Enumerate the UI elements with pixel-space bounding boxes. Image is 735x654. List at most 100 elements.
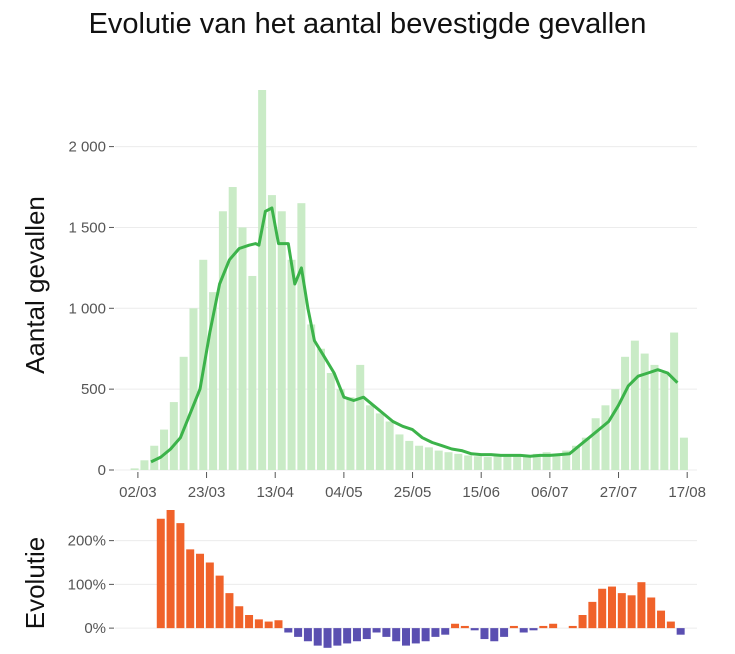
- daily-cases-bar: [140, 460, 149, 470]
- evolutie-positive-bar: [225, 593, 234, 629]
- evolutie-negative-bar: [411, 628, 420, 644]
- x-tick-label: 17/08: [668, 484, 706, 501]
- evolutie-bars: [156, 510, 685, 648]
- evolutie-positive-bar: [166, 510, 175, 629]
- daily-cases-bar: [267, 195, 276, 470]
- main-daily-bars: [130, 90, 688, 471]
- evolutie-positive-bar: [657, 610, 666, 629]
- evolutie-positive-bar: [196, 553, 205, 629]
- daily-cases-bar: [591, 418, 600, 470]
- y-axis-title: Aantal gevallen: [20, 196, 50, 374]
- y-tick-label: 1 000: [68, 300, 106, 317]
- daily-cases-bar: [454, 453, 463, 470]
- evolutie-positive-bar: [254, 619, 263, 629]
- daily-cases-bar: [395, 434, 404, 470]
- daily-cases-bar: [503, 455, 512, 470]
- evolutie-y-tick-label: 0%: [84, 620, 106, 637]
- daily-cases-bar: [307, 324, 316, 470]
- daily-cases-bar: [532, 453, 541, 470]
- evolutie-y-tick-label: 100%: [68, 576, 106, 593]
- evolutie-negative-bar: [382, 628, 391, 637]
- evolutie-negative-bar: [676, 628, 685, 635]
- evolutie-positive-bar: [235, 606, 244, 629]
- evolutie-positive-bar: [666, 621, 675, 629]
- daily-cases-bar: [513, 456, 522, 470]
- daily-cases-bar: [385, 421, 394, 470]
- evolutie-positive-bar: [451, 623, 460, 629]
- main-axis: 0 500 1 000 1 500 2 000 02/03 23/03 13/04 04/05 2…: [68, 139, 706, 501]
- daily-cases-bar: [179, 356, 188, 470]
- evolutie-negative-bar: [431, 628, 440, 637]
- evolutie-negative-bar: [294, 628, 303, 637]
- daily-cases-bar: [444, 452, 453, 470]
- daily-cases-bar: [277, 211, 286, 470]
- daily-cases-bar: [464, 455, 473, 470]
- daily-cases-bar: [434, 450, 443, 470]
- daily-cases-bar: [287, 259, 296, 470]
- evolutie-positive-bar: [205, 562, 214, 629]
- evolutie-positive-bar: [509, 625, 518, 629]
- evolutie-positive-bar: [549, 623, 558, 629]
- daily-cases-bar: [542, 452, 551, 470]
- x-tick-label: 04/05: [325, 484, 363, 501]
- evolutie-negative-bar: [402, 628, 410, 646]
- evolutie-negative-bar: [343, 628, 352, 644]
- daily-cases-bar: [581, 437, 590, 470]
- evolutie-positive-bar: [186, 549, 195, 629]
- daily-cases-bar: [679, 437, 688, 470]
- daily-cases-bar: [326, 372, 335, 470]
- evolutie-positive-bar: [588, 601, 597, 629]
- daily-cases-bar: [336, 389, 345, 470]
- evolutie-negative-bar: [372, 628, 381, 633]
- daily-cases-bar: [356, 364, 365, 470]
- daily-cases-bar: [670, 332, 679, 470]
- x-tick-label: 23/03: [188, 484, 226, 501]
- evolutie-negative-bar: [441, 628, 450, 635]
- evolutie-positive-bar: [215, 575, 224, 629]
- evolutie-negative-bar: [303, 628, 312, 642]
- evolutie-positive-bar: [156, 518, 165, 629]
- evolutie-negative-bar: [529, 628, 538, 631]
- evolutie-positive-bar: [460, 625, 469, 629]
- daily-cases-bar: [169, 402, 178, 470]
- x-tick-label: 02/03: [119, 484, 157, 501]
- x-tick-label: 06/07: [531, 484, 569, 501]
- daily-cases-bar: [405, 440, 414, 470]
- chart-title: Evolutie van het aantal bevestigde geval…: [88, 8, 647, 40]
- x-tick-label: 25/05: [394, 484, 432, 501]
- daily-cases-bar: [640, 353, 649, 470]
- daily-cases-bar: [621, 356, 630, 470]
- evolutie-negative-bar: [480, 628, 489, 640]
- daily-cases-bar: [297, 203, 306, 471]
- daily-cases-bar: [209, 292, 218, 470]
- daily-cases-bar: [258, 90, 267, 470]
- evolutie-positive-bar: [598, 588, 607, 629]
- daily-cases-bar: [228, 187, 237, 470]
- y-tick-label: 0: [98, 462, 106, 479]
- evolutie-positive-bar: [627, 595, 636, 629]
- daily-cases-bar: [424, 447, 433, 470]
- daily-cases-bar: [130, 468, 139, 470]
- daily-cases-bar: [160, 429, 169, 470]
- evolutie-positive-bar: [264, 621, 273, 629]
- daily-cases-bar: [562, 450, 571, 470]
- daily-cases-bar: [248, 275, 257, 470]
- evolutie-negative-bar: [470, 628, 479, 631]
- evolutie-positive-bar: [617, 593, 626, 629]
- evolutie-negative-bar: [323, 628, 332, 648]
- evolutie-positive-bar: [578, 615, 587, 629]
- evolutie-negative-bar: [284, 628, 293, 633]
- evolutie-positive-bar: [607, 586, 616, 629]
- daily-cases-bar: [189, 308, 198, 470]
- evolutie-axis: 0% 100% 200%: [68, 533, 114, 637]
- evolutie-positive-bar: [637, 582, 646, 629]
- evolutie-positive-bar: [245, 615, 254, 629]
- daily-cases-bar: [522, 455, 531, 470]
- daily-cases-bar: [218, 211, 227, 470]
- evolutie-positive-bar: [568, 625, 577, 629]
- daily-cases-bar: [346, 397, 355, 470]
- daily-cases-bar: [473, 456, 482, 470]
- daily-cases-bar: [493, 454, 502, 470]
- evolutie-negative-bar: [352, 628, 361, 642]
